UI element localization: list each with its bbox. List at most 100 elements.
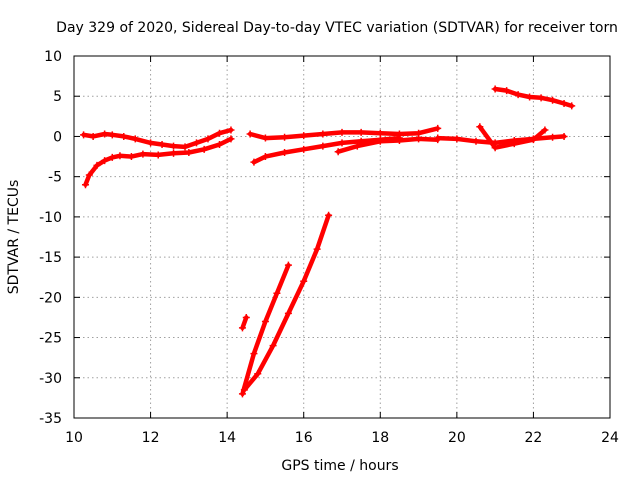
data-point	[108, 153, 116, 161]
grid	[74, 56, 610, 418]
data-point	[568, 102, 576, 110]
data-point	[357, 128, 365, 136]
series-arc-descending-pass-1	[238, 261, 292, 398]
data-point	[147, 139, 155, 147]
y-tick-label: 10	[44, 49, 62, 65]
y-tick-label: -15	[39, 250, 62, 266]
data-point	[281, 133, 289, 141]
data-point	[139, 150, 147, 158]
data-point	[120, 132, 128, 140]
data-point	[415, 135, 423, 143]
y-tick-label: -30	[39, 371, 62, 387]
y-tick-label: -35	[39, 411, 62, 427]
data-point	[193, 139, 201, 147]
data-point	[434, 134, 442, 142]
data-point	[284, 261, 292, 269]
data-point	[284, 309, 292, 317]
data-point	[215, 129, 223, 137]
x-tick-label: 12	[142, 430, 160, 446]
data-point	[300, 277, 308, 285]
data-point	[101, 130, 109, 138]
data-point	[434, 124, 442, 132]
data-point	[313, 245, 321, 253]
x-tick-label: 22	[525, 430, 543, 446]
data-point	[319, 130, 327, 138]
data-point	[338, 139, 346, 147]
data-layer	[80, 85, 576, 398]
data-point	[503, 87, 511, 95]
data-point	[472, 137, 480, 145]
chart-title: Day 329 of 2020, Sidereal Day-to-day VTE…	[56, 20, 618, 36]
data-point	[101, 157, 109, 165]
y-tick-label: -20	[39, 290, 62, 306]
y-tick-label: -25	[39, 331, 62, 347]
data-point	[325, 211, 333, 219]
data-point	[560, 132, 568, 140]
data-point	[108, 131, 116, 139]
data-point	[200, 145, 208, 153]
data-point	[204, 135, 212, 143]
data-point	[170, 149, 178, 157]
data-point	[300, 145, 308, 153]
data-point	[353, 142, 361, 150]
series-arc-early-rising	[81, 135, 235, 189]
data-point	[154, 151, 162, 159]
data-point	[127, 153, 135, 161]
data-point	[491, 144, 499, 152]
data-point	[80, 131, 88, 139]
data-point	[395, 136, 403, 144]
data-point	[185, 149, 193, 157]
x-tick-label: 16	[295, 430, 313, 446]
data-point	[541, 126, 549, 134]
data-point	[273, 289, 281, 297]
data-point	[250, 158, 258, 166]
data-point	[476, 123, 484, 131]
data-point	[81, 181, 89, 189]
data-point	[514, 91, 522, 99]
data-point	[376, 129, 384, 137]
y-tick-labels: 10 5 0 -5 -10 -15 -20 -25 -30 -35	[39, 49, 62, 427]
y-axis-label: SDTVAR / TECUs	[6, 180, 22, 295]
data-point	[491, 85, 499, 93]
data-point	[170, 142, 178, 150]
data-point	[254, 370, 262, 378]
data-point	[510, 140, 518, 148]
data-point	[85, 171, 93, 179]
data-point	[338, 128, 346, 136]
data-point	[334, 148, 342, 156]
data-point	[240, 386, 248, 394]
data-point	[549, 96, 557, 104]
series-arc-descending-pass-2	[240, 211, 333, 394]
data-point	[89, 132, 97, 140]
data-point	[116, 152, 124, 160]
data-point	[537, 94, 545, 102]
data-point	[269, 342, 277, 350]
data-point	[261, 317, 269, 325]
y-tick-label: 0	[53, 129, 62, 145]
data-point	[526, 93, 534, 101]
data-point	[227, 135, 235, 143]
series-arc-late-lower	[476, 123, 549, 152]
series-arc-late-high	[491, 85, 576, 110]
x-axis-label: GPS time / hours	[281, 458, 398, 474]
y-tick-label: -5	[48, 170, 62, 186]
series-arc-short-fragment	[238, 313, 250, 332]
data-point	[242, 313, 250, 321]
series-arc-early-near-zero	[80, 126, 235, 151]
data-point	[131, 135, 139, 143]
data-point	[250, 350, 258, 358]
data-point	[215, 140, 223, 148]
plot-frame	[73, 55, 611, 419]
data-point	[549, 133, 557, 141]
data-point	[261, 153, 269, 161]
data-point	[181, 143, 189, 151]
data-point	[300, 132, 308, 140]
data-point	[158, 140, 166, 148]
x-tick-label: 10	[65, 430, 83, 446]
data-point	[376, 137, 384, 145]
data-point	[319, 142, 327, 150]
data-point	[281, 149, 289, 157]
data-point	[261, 134, 269, 142]
x-tick-label: 18	[371, 430, 389, 446]
